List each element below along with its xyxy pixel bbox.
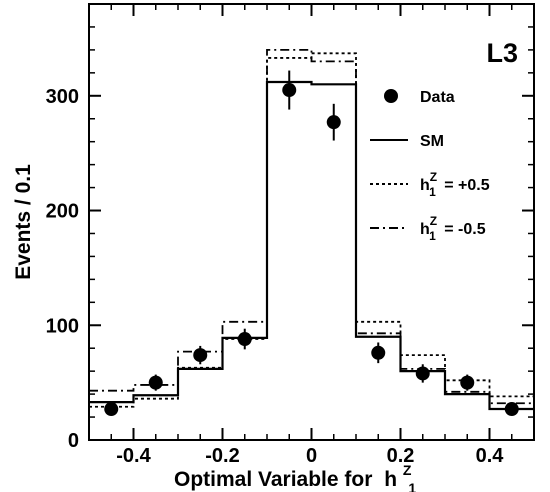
legend-label: hZ 1 = +0.5	[420, 170, 490, 199]
x-tick-label: -0.4	[116, 445, 151, 467]
x-tick-label: 0.4	[476, 445, 505, 467]
y-tick-label: 0	[68, 430, 79, 452]
legend-label: SM	[420, 133, 444, 150]
x-axis-title: Optimal Variable for h Z 1	[174, 457, 417, 492]
series-solid-line	[89, 80, 534, 411]
data-points	[104, 70, 519, 417]
y-axis-title: Events / 0.1	[12, 164, 35, 280]
y-tick-label: 200	[46, 201, 79, 223]
legend-marker	[384, 89, 398, 103]
x-tick-label: 0.2	[387, 445, 415, 467]
data-point	[104, 402, 119, 417]
legend-label: hZ 1 = -0.5	[420, 214, 486, 243]
axis-ticks: -0.4 -0.2 0 0.2 0.4 0 100 200 300	[46, 4, 535, 467]
data-point	[326, 115, 341, 130]
x-axis-title-symbol: h	[384, 468, 397, 491]
data-point	[504, 402, 519, 417]
data-point	[460, 375, 475, 390]
data-point	[371, 345, 386, 360]
y-tick-label: 100	[46, 315, 79, 337]
x-axis-title-sub: 1	[408, 480, 416, 492]
experiment-label: L3	[486, 38, 518, 68]
series-dashdot-line	[89, 48, 534, 405]
y-tick-label: 300	[46, 86, 79, 108]
data-point	[415, 366, 430, 381]
x-axis-title-text: Optimal Variable for	[174, 468, 372, 491]
legend-item: hZ 1 = -0.5	[370, 214, 486, 243]
series-dotted-line	[89, 52, 534, 408]
data-point	[237, 332, 252, 347]
data-point	[282, 83, 297, 98]
histogram-series	[89, 48, 534, 411]
legend: Data SM hZ 1 = +0.5 hZ 1 = -0.5	[370, 89, 490, 243]
legend-item: hZ 1 = +0.5	[370, 170, 490, 199]
data-point	[148, 375, 163, 390]
x-axis-title-sup: Z	[403, 462, 412, 478]
x-tick-label: 0	[306, 445, 317, 467]
legend-item: SM	[370, 133, 444, 150]
legend-item: Data	[384, 89, 455, 106]
legend-label: Data	[420, 89, 455, 106]
x-tick-label: -0.2	[205, 445, 239, 467]
data-point	[193, 348, 208, 363]
